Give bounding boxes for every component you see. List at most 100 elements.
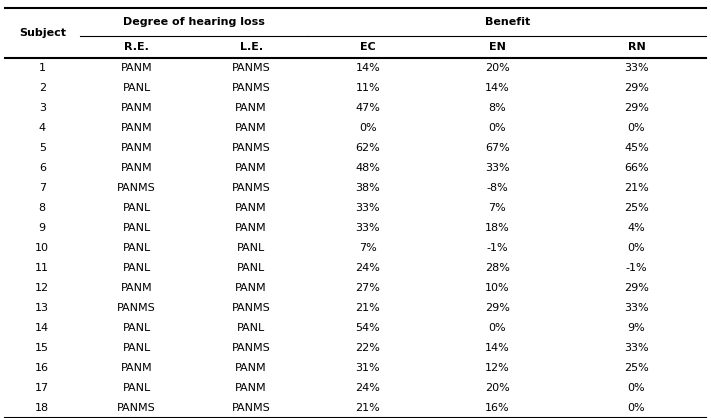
Text: PANMS: PANMS: [232, 183, 270, 193]
Text: PANM: PANM: [235, 203, 267, 213]
Text: Degree of hearing loss: Degree of hearing loss: [123, 17, 265, 27]
Text: PANL: PANL: [122, 223, 151, 233]
Text: 12: 12: [36, 283, 49, 293]
Text: 13: 13: [36, 303, 49, 313]
Text: 62%: 62%: [356, 143, 380, 153]
Text: PANL: PANL: [122, 83, 151, 93]
Text: 3: 3: [39, 103, 46, 113]
Text: 66%: 66%: [624, 163, 648, 173]
Text: 0%: 0%: [488, 323, 506, 333]
Text: 7%: 7%: [488, 203, 506, 213]
Text: PANL: PANL: [122, 343, 151, 353]
Text: PANMS: PANMS: [117, 303, 156, 313]
Text: 16%: 16%: [485, 403, 510, 413]
Text: 6: 6: [39, 163, 46, 173]
Text: 14: 14: [36, 323, 49, 333]
Text: 4%: 4%: [628, 223, 646, 233]
Text: 33%: 33%: [356, 203, 380, 213]
Text: PANM: PANM: [121, 63, 153, 73]
Text: 0%: 0%: [628, 383, 645, 393]
Text: 0%: 0%: [359, 123, 377, 133]
Text: 10: 10: [36, 243, 49, 253]
Text: Subject: Subject: [18, 28, 66, 38]
Text: PANMS: PANMS: [232, 343, 270, 353]
Text: 33%: 33%: [624, 63, 648, 73]
Text: 0%: 0%: [628, 123, 645, 133]
Text: PANMS: PANMS: [232, 403, 270, 413]
Text: 5: 5: [39, 143, 46, 153]
Text: Benefit: Benefit: [484, 17, 530, 27]
Text: PANMS: PANMS: [117, 403, 156, 413]
Text: 18: 18: [36, 403, 49, 413]
Text: 7%: 7%: [359, 243, 377, 253]
Text: PANM: PANM: [235, 163, 267, 173]
Text: PANL: PANL: [237, 263, 265, 273]
Text: PANM: PANM: [235, 103, 267, 113]
Text: PANL: PANL: [122, 203, 151, 213]
Text: PANM: PANM: [121, 283, 153, 293]
Text: 17: 17: [36, 383, 49, 393]
Text: 48%: 48%: [356, 163, 380, 173]
Text: 1: 1: [39, 63, 46, 73]
Text: PANL: PANL: [237, 323, 265, 333]
Text: PANMS: PANMS: [232, 63, 270, 73]
Text: PANMS: PANMS: [232, 303, 270, 313]
Text: 33%: 33%: [356, 223, 380, 233]
Text: PANM: PANM: [235, 223, 267, 233]
Text: 14%: 14%: [485, 343, 510, 353]
Text: 15: 15: [36, 343, 49, 353]
Text: PANMS: PANMS: [232, 83, 270, 93]
Text: PANMS: PANMS: [232, 143, 270, 153]
Text: EN: EN: [488, 42, 506, 52]
Text: 29%: 29%: [624, 83, 649, 93]
Text: 67%: 67%: [485, 143, 510, 153]
Text: 11: 11: [36, 263, 49, 273]
Text: 14%: 14%: [485, 83, 510, 93]
Text: 22%: 22%: [356, 343, 380, 353]
Text: 27%: 27%: [356, 283, 380, 293]
Text: 18%: 18%: [485, 223, 510, 233]
Text: 47%: 47%: [356, 103, 380, 113]
Text: R.E.: R.E.: [124, 42, 149, 52]
Text: 7: 7: [38, 183, 46, 193]
Text: 0%: 0%: [488, 123, 506, 133]
Text: 25%: 25%: [624, 363, 648, 373]
Text: -1%: -1%: [486, 243, 508, 253]
Text: 33%: 33%: [485, 163, 510, 173]
Text: PANM: PANM: [235, 363, 267, 373]
Text: L.E.: L.E.: [240, 42, 262, 52]
Text: PANL: PANL: [122, 383, 151, 393]
Text: 33%: 33%: [624, 303, 648, 313]
Text: 21%: 21%: [356, 403, 380, 413]
Text: 8: 8: [38, 203, 46, 213]
Text: 12%: 12%: [485, 363, 510, 373]
Text: 14%: 14%: [356, 63, 380, 73]
Text: 24%: 24%: [356, 383, 380, 393]
Text: 29%: 29%: [624, 283, 649, 293]
Text: PANM: PANM: [235, 383, 267, 393]
Text: 0%: 0%: [628, 403, 645, 413]
Text: 4: 4: [38, 123, 46, 133]
Text: PANM: PANM: [235, 283, 267, 293]
Text: 29%: 29%: [624, 103, 649, 113]
Text: -8%: -8%: [486, 183, 508, 193]
Text: 9%: 9%: [628, 323, 646, 333]
Text: 54%: 54%: [356, 323, 380, 333]
Text: PANL: PANL: [237, 243, 265, 253]
Text: 20%: 20%: [485, 63, 510, 73]
Text: PANM: PANM: [121, 103, 153, 113]
Text: 16: 16: [36, 363, 49, 373]
Text: PANL: PANL: [122, 263, 151, 273]
Text: PANMS: PANMS: [117, 183, 156, 193]
Text: PANM: PANM: [235, 123, 267, 133]
Text: 11%: 11%: [356, 83, 380, 93]
Text: 33%: 33%: [624, 343, 648, 353]
Text: 29%: 29%: [485, 303, 510, 313]
Text: PANM: PANM: [121, 363, 153, 373]
Text: 2: 2: [38, 83, 46, 93]
Text: 31%: 31%: [356, 363, 380, 373]
Text: PANM: PANM: [121, 163, 153, 173]
Text: 45%: 45%: [624, 143, 648, 153]
Text: RN: RN: [628, 42, 646, 52]
Text: 28%: 28%: [485, 263, 510, 273]
